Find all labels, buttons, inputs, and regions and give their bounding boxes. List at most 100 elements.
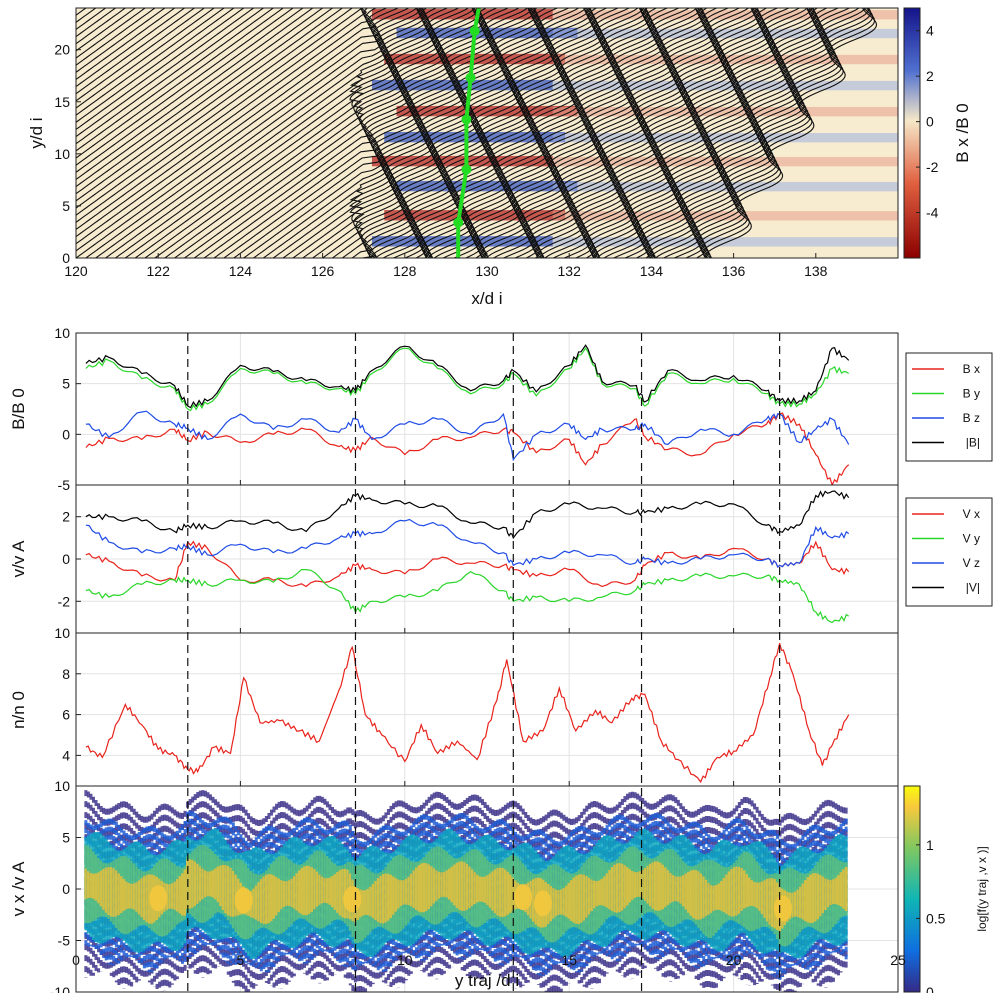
field-line <box>663 8 827 258</box>
panel-b-field: -5 0 5 10 B/B 0 <box>9 325 899 493</box>
field-line <box>76 8 314 181</box>
field-line <box>76 8 380 245</box>
bx-band <box>552 10 898 20</box>
field-line <box>243 8 479 258</box>
y-tick-label: 8 <box>62 666 70 682</box>
field-line <box>263 8 483 258</box>
x-tick-label: 128 <box>393 263 417 279</box>
y-tick-label: 10 <box>54 778 70 794</box>
field-line <box>154 8 430 258</box>
field-line <box>76 8 353 209</box>
y-tick-label: 20 <box>54 42 70 58</box>
colorbar-tick-label: 0.5 <box>926 910 946 926</box>
field-line <box>482 8 655 258</box>
series-line <box>85 569 850 624</box>
field-line <box>698 8 872 258</box>
field-line <box>105 8 418 258</box>
field-line <box>530 8 704 258</box>
field-line <box>184 8 436 258</box>
legend-label: B y <box>963 387 980 401</box>
x-tick-label: 0 <box>72 952 80 968</box>
x-tick-label: 130 <box>475 263 499 279</box>
field-line <box>76 8 235 123</box>
field-line <box>76 8 387 258</box>
bottom-x-axis-label: y traj /d i <box>455 971 519 990</box>
field-line <box>480 8 653 258</box>
bx-band <box>371 155 553 167</box>
trajectory-marker <box>461 114 472 125</box>
field-line <box>76 8 205 102</box>
field-line <box>76 8 254 138</box>
bx-band <box>396 27 578 39</box>
distribution-y-label: v x /v A <box>9 861 28 916</box>
y-axis-label: y/d i <box>27 117 46 148</box>
field-line <box>76 8 294 166</box>
legend-label: |B| <box>966 436 980 450</box>
field-line <box>575 8 729 258</box>
field-line <box>76 8 363 216</box>
field-line <box>527 8 697 258</box>
legend-label: V x <box>963 507 980 521</box>
x-axis-label: x/d i <box>471 289 502 308</box>
field-line <box>700 8 874 258</box>
field-line <box>694 8 866 258</box>
bx-band <box>552 237 898 247</box>
field-line <box>704 8 878 258</box>
x-tick-label: 132 <box>558 263 582 279</box>
bx-colorbar-label: B x /B 0 <box>953 103 972 163</box>
field-line <box>95 8 409 258</box>
y-tick-label: 15 <box>54 94 70 110</box>
field-line <box>76 8 343 202</box>
field-line <box>174 8 434 258</box>
density-plot-area <box>76 633 898 786</box>
field-line <box>76 8 368 223</box>
field-line <box>76 8 284 159</box>
b-field-y-label: B/B 0 <box>9 388 28 430</box>
field-line <box>76 8 304 173</box>
colorbar-tick-label: 0 <box>926 114 934 130</box>
bx-colorbar <box>903 7 921 259</box>
field-line <box>685 8 839 258</box>
density-y-label: n/n 0 <box>9 691 28 729</box>
colorbar-tick-label: -4 <box>926 205 939 221</box>
field-line <box>553 8 715 258</box>
b-field-plot-area <box>76 333 898 485</box>
field-line <box>76 8 264 145</box>
distribution-colorbar <box>903 785 921 993</box>
field-line <box>76 8 274 152</box>
field-line <box>638 8 808 258</box>
x-tick-label: 124 <box>229 263 253 279</box>
colorbar-tick-label: 0 <box>926 984 934 993</box>
legend-label: V y <box>963 532 980 546</box>
field-line <box>76 8 185 88</box>
y-tick-label: -2 <box>58 593 71 609</box>
field-line <box>0 8 27 258</box>
field-line <box>76 8 225 116</box>
y-tick-label: 6 <box>62 707 70 723</box>
field-line <box>361 8 533 258</box>
field-line <box>76 8 146 59</box>
series-line <box>85 643 850 784</box>
field-line <box>536 8 710 258</box>
field-line <box>351 8 528 258</box>
field-line <box>674 8 829 258</box>
bx-band <box>552 80 898 91</box>
x-tick-label: 20 <box>726 952 742 968</box>
field-line <box>478 8 651 258</box>
distribution-peak <box>533 890 552 917</box>
y-tick-label: 5 <box>62 830 70 846</box>
field-line <box>589 8 762 258</box>
field-line <box>76 8 323 188</box>
x-tick-label: 15 <box>561 952 577 968</box>
legend-label: V z <box>963 556 980 570</box>
field-line <box>76 8 166 73</box>
field-line <box>425 8 598 258</box>
field-line <box>696 8 870 258</box>
field-line <box>76 8 382 252</box>
y-tick-label: 4 <box>62 747 70 763</box>
series-line <box>85 412 850 487</box>
y-tick-label: 5 <box>62 198 70 214</box>
field-line <box>370 8 544 258</box>
y-tick-label: 0 <box>62 250 70 266</box>
